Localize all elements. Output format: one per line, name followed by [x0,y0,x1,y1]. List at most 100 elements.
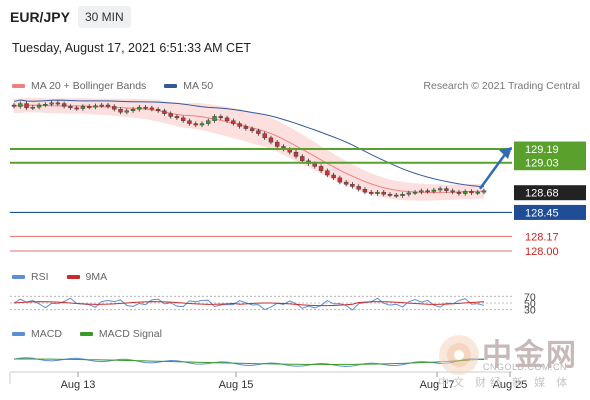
candle-body [450,190,455,193]
candle-body [406,192,411,195]
candle-body [49,102,54,105]
level-label-128.45: 128.45 [525,207,559,219]
candle-body [224,117,230,121]
level-label-128.17: 128.17 [525,231,559,243]
candle-body [293,151,299,157]
rsi-legend: RSI 9MA [12,271,125,283]
candle-body [174,116,180,119]
candle-body [124,110,130,113]
main-legend: MA 20 + Bollinger Bands MA 50 [12,80,231,92]
legend-rsi: RSI [31,271,49,283]
x-tick-label-0: Aug 13 [61,379,96,391]
x-tick-label-1: Aug 15 [219,379,254,391]
macd-signal-line [13,358,485,365]
candle-body [419,190,424,193]
candle-body [262,133,267,139]
candle-body [193,123,198,126]
candle-body [249,128,255,131]
candle-body [68,106,73,109]
candle-body [149,107,155,110]
candle-body [300,156,305,161]
level-label-128.68: 128.68 [525,188,559,200]
candle-body [36,104,42,108]
forecast-arrow-head [499,147,512,159]
candle-body [218,116,224,119]
candle-body [412,191,418,194]
x-tick-label-3: Aug 25 [493,379,528,391]
candle-body [444,188,449,191]
rsi-level-label-50: 50 [524,298,536,310]
ma20-line [13,104,485,193]
candle-body [381,191,386,195]
candle-body [55,102,61,105]
level-tag-129.03 [514,155,586,171]
candle-body [243,126,249,129]
candle-body [43,104,48,106]
candle-body [337,177,343,183]
candle-body [481,190,487,193]
candle-body [431,189,437,192]
candle-body [99,104,104,107]
candle-body [237,123,242,127]
level-tag-128.45 [514,204,586,220]
candle-body [331,174,336,179]
chart-datetime: Tuesday, August 17, 2021 6:51:33 AM CET [12,41,252,55]
rsi-ma-line [13,301,485,307]
candle-body [118,109,123,113]
candle-body [86,106,92,108]
candle-body [105,104,111,107]
candle-body [268,137,274,143]
level-label-129.19: 129.19 [525,144,559,156]
x-tick-label-2: Aug 17 [420,379,455,391]
candle-body [362,189,368,193]
candle-body [475,191,480,194]
candle-body [206,120,211,124]
candle-body [318,166,324,171]
candle-body [162,110,167,114]
candle-body [463,191,468,194]
bollinger-swatch [12,84,25,88]
rsi-level-label-30: 30 [524,305,536,317]
candle-body [212,116,217,121]
legend-bollinger: MA 20 + Bollinger Bands [31,80,147,92]
level-label-128.00: 128.00 [525,246,559,258]
candle-body [425,190,430,193]
candle-body [61,103,67,107]
watermark-url: CNGOLD.COM.CN [483,362,568,372]
candle-body [231,120,236,124]
rsi-swatch [12,275,25,279]
legend-macd: MACD [31,328,62,340]
candle-body [356,186,361,190]
candle-body [143,106,148,109]
macd-swatch [12,332,25,336]
candle-body [312,163,317,167]
candle-body [456,191,462,194]
watermark-logo [436,328,586,388]
candle-body [199,123,205,126]
candle-body [137,106,142,110]
candle-body [325,170,330,176]
candle-body [130,109,136,111]
legend-macd-signal: MACD Signal [98,328,162,340]
rsi-ma-swatch [66,275,80,279]
macd-legend: MACD MACD Signal [12,328,180,340]
forecast-arrow [478,152,508,190]
level-tag-129.19 [514,141,586,157]
candle-body [387,194,393,196]
watermark-subtitle: 中文 财经 新 媒 体 [438,377,572,389]
macd-line [13,357,485,367]
candle-body [256,130,261,134]
timeframe-button[interactable]: 30 MIN [78,6,131,28]
credit-text: Research © 2021 Trading Central [423,80,580,92]
candle-body [343,181,349,185]
candle-body [74,107,79,110]
legend-rsi-ma: 9MA [85,271,108,283]
candle-body [400,194,405,196]
candle-body [394,194,399,197]
macd-signal-swatch [79,332,93,336]
candle-body [93,105,98,108]
level-label-129.03: 129.03 [525,158,559,170]
bollinger-band [14,97,484,201]
candle-body [275,141,280,147]
